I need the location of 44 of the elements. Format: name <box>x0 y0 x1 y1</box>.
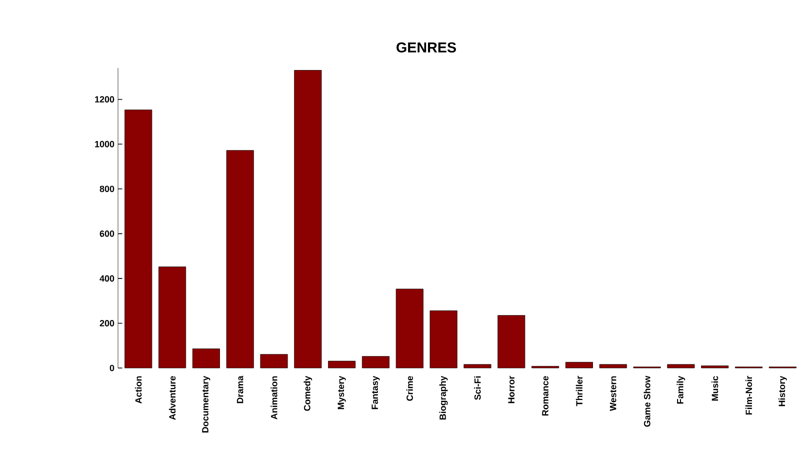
x-tick-label: Family <box>676 376 686 404</box>
y-tick-label: 0 <box>110 364 114 372</box>
x-tick-label: Film-Noir <box>745 376 752 415</box>
chart-title: GENRES <box>396 42 456 52</box>
bar <box>701 366 729 368</box>
x-tick-label: Mystery <box>338 376 346 410</box>
bar <box>498 315 526 368</box>
x-tick-label: History <box>778 376 787 406</box>
x-tick-label: Music <box>712 376 718 401</box>
bar <box>124 110 152 368</box>
bar <box>599 364 627 368</box>
x-tick-label: Drama <box>236 376 244 404</box>
x-tick-label: Game Show <box>644 376 650 427</box>
bar <box>362 356 390 368</box>
x-tick-label: Adventure <box>168 376 176 420</box>
bar <box>192 348 220 368</box>
bar <box>260 354 288 368</box>
x-tick-label: Western <box>610 376 616 411</box>
y-tick-label: 800 <box>100 186 114 192</box>
x-tick-label: Animation <box>270 376 278 420</box>
x-tick-label: Romance <box>542 376 548 416</box>
bar <box>667 364 695 368</box>
y-tick-label: 1000 <box>95 140 114 148</box>
x-tick-label: Horror <box>508 376 515 404</box>
bar <box>158 266 186 368</box>
x-tick-label: Thriller <box>576 376 582 406</box>
bar <box>565 362 593 368</box>
bar <box>328 360 356 368</box>
x-tick-label: Sci-Fi <box>474 376 481 400</box>
x-tick-label: Fantasy <box>372 376 380 410</box>
x-tick-label: Documentary <box>202 376 210 432</box>
y-tick-label: 200 <box>100 320 114 326</box>
x-tick-label: Biography <box>439 376 448 420</box>
bar <box>464 364 492 368</box>
y-tick-label: 400 <box>100 275 114 282</box>
bar <box>396 288 424 368</box>
x-tick-label: Comedy <box>304 376 312 411</box>
bar <box>226 150 254 368</box>
x-tick-label: Crime <box>406 376 413 401</box>
bar <box>430 310 458 368</box>
y-tick-label: 1200 <box>95 96 114 103</box>
bar <box>294 70 322 368</box>
x-tick-label: Action <box>135 376 142 404</box>
y-tick-label: 600 <box>100 230 114 237</box>
